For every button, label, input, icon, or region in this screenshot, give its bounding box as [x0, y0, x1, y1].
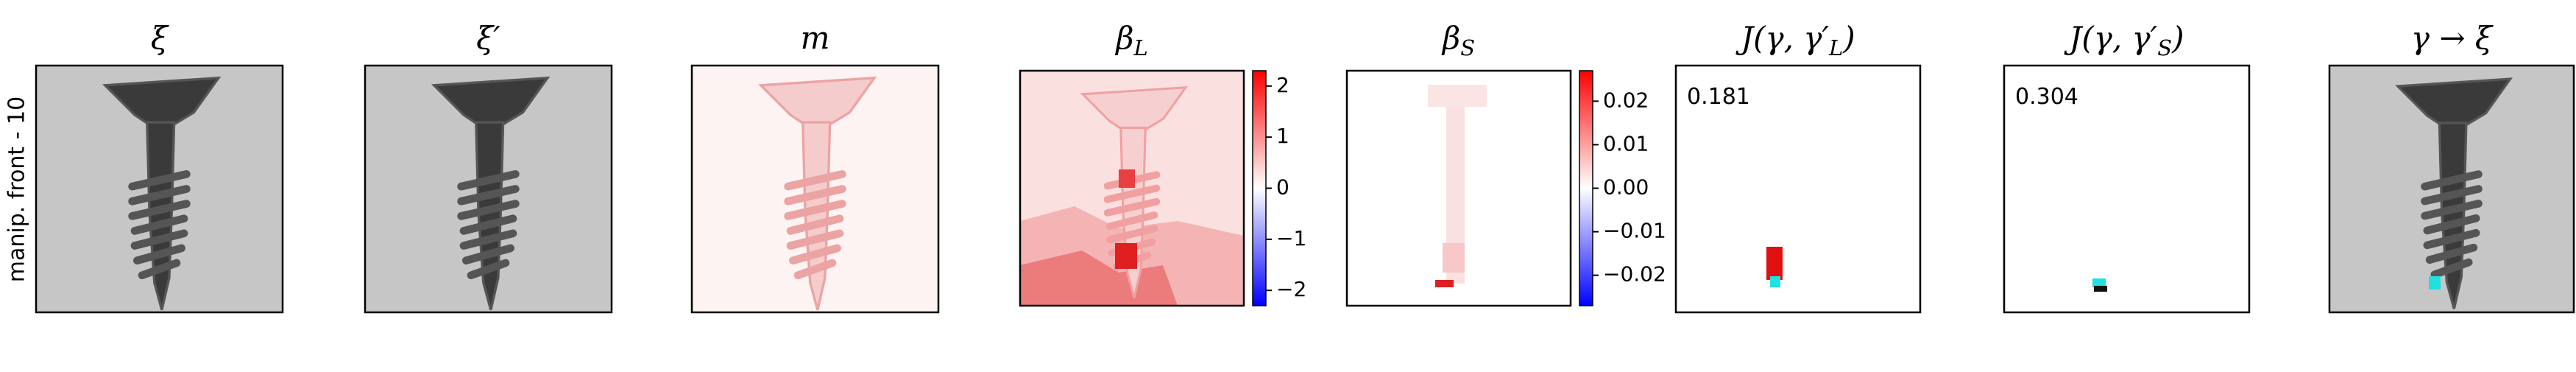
panel-title: γ → ξ — [2411, 20, 2494, 56]
title-text-after: ) — [2171, 20, 2184, 56]
colorbar-tick-label: 0.00 — [1603, 175, 1649, 200]
annotation: 0.181 — [1687, 84, 1750, 110]
colorbar-tick-label: −1 — [1276, 226, 1306, 250]
colorbar-tick-label: 0.02 — [1603, 88, 1649, 112]
colorbar-tick-label: 2 — [1276, 73, 1289, 97]
image-reconstruction — [2328, 64, 2575, 314]
colorbar-tick-label: 1 — [1276, 124, 1289, 148]
colorbar-tick-label: −0.01 — [1603, 219, 1666, 243]
panel-title: ξ — [151, 20, 169, 56]
title-text: J(γ, γ′ — [2064, 20, 2158, 56]
colorbar — [1579, 70, 1593, 306]
title-subscript: L — [1133, 35, 1148, 60]
colorbar-tick-label: 0.01 — [1603, 131, 1649, 155]
title-text: ξ — [151, 20, 169, 56]
panel-title: J(γ, γ′S) — [2064, 20, 2184, 60]
colorbar-tick-label: −2 — [1276, 277, 1306, 301]
colorbar-tick-label: 0 — [1276, 175, 1289, 200]
title-text: J(γ, γ′ — [1735, 20, 1829, 56]
title-subscript: S — [1460, 35, 1475, 60]
image-beta-s — [1345, 69, 1572, 307]
image-mask — [690, 64, 940, 314]
title-text: ξ′ — [476, 20, 500, 56]
annotation: 0.304 — [2015, 84, 2078, 110]
panel-title: J(γ, γ′L) — [1735, 20, 1855, 60]
panel-title: βL — [1114, 20, 1148, 60]
title-text: γ → ξ — [2411, 20, 2494, 56]
image-j-l — [1674, 64, 1922, 314]
panel-title: βS — [1441, 20, 1475, 60]
panel-title: m — [801, 20, 830, 56]
image-j-s — [2003, 64, 2251, 314]
row-label: manip. front - 10 — [4, 96, 30, 283]
title-text: m — [801, 20, 830, 56]
title-text-after: ) — [1842, 20, 1855, 56]
image-xi — [35, 64, 284, 314]
title-subscript: S — [2157, 35, 2172, 60]
image-beta-l — [1019, 69, 1245, 307]
title-text: β — [1441, 20, 1460, 56]
image-xi-prime — [364, 64, 613, 314]
title-text: β — [1114, 20, 1133, 56]
panel-title: ξ′ — [476, 20, 500, 56]
title-subscript: L — [1828, 35, 1843, 60]
colorbar-tick-label: −0.02 — [1603, 262, 1666, 287]
colorbar — [1252, 70, 1267, 306]
